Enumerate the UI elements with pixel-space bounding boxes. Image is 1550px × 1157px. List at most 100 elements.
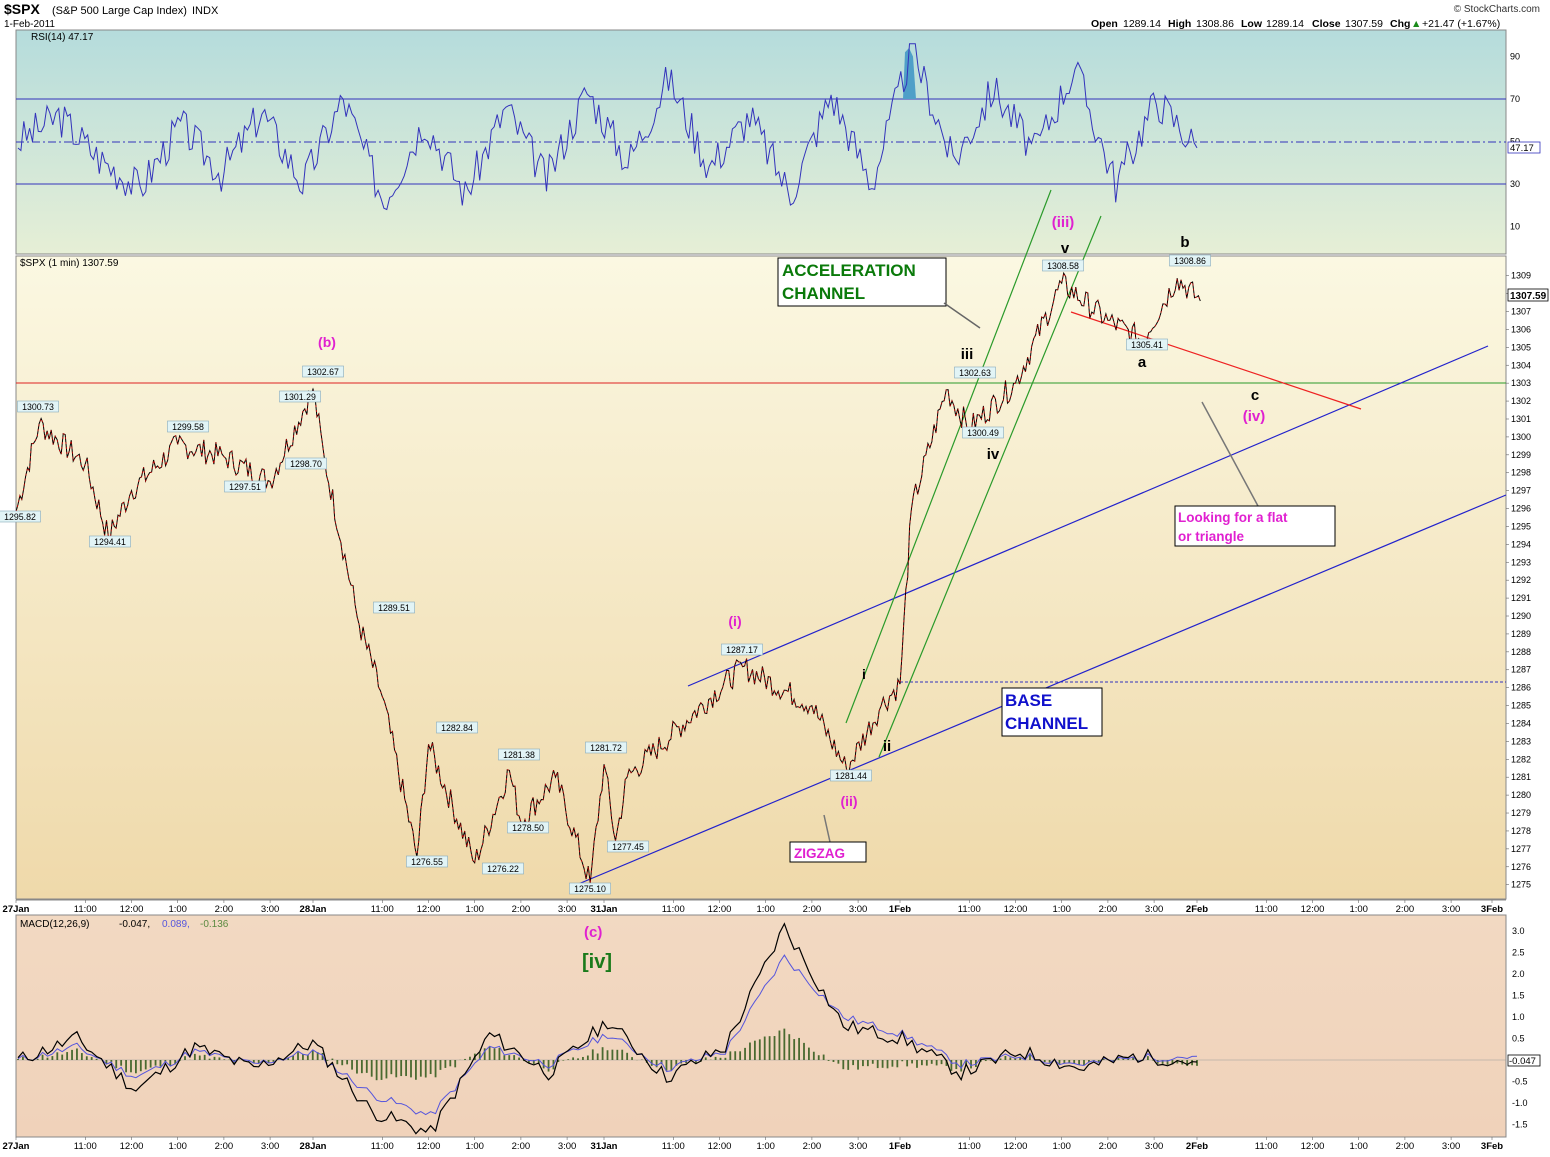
macd-line	[17, 922, 1198, 1135]
macd-hist-bar	[498, 1047, 501, 1060]
symbol-name: (S&P 500 Large Cap Index)	[52, 5, 187, 17]
time-tick-label: 11:00	[662, 904, 685, 915]
time-tick-label: 3:00	[261, 1141, 280, 1152]
price-annotation: 1308.58	[1042, 259, 1084, 272]
rsi-axis: 90 70 50 30 10	[1510, 52, 1520, 232]
macd-hist-bar	[970, 1060, 972, 1069]
macd-hist-bar	[321, 1052, 324, 1060]
price-annotation-text: 1302.63	[959, 368, 991, 378]
price-annotation: 1281.38	[498, 748, 540, 761]
macd-hist-bar	[464, 1058, 466, 1060]
macd-hist-bar	[365, 1060, 368, 1073]
macd-hist-bar	[385, 1060, 388, 1079]
price-axis: 1309130813071306130513041303130213011300…	[1506, 271, 1531, 890]
acceleration-callout: ACCELERATION CHANNEL	[777, 257, 981, 329]
macd-hist-bar	[596, 1053, 599, 1060]
macd-tick-label: 1.5	[1512, 991, 1525, 1001]
macd-hist-bar	[1019, 1056, 1022, 1060]
price-annotation: 1300.73	[17, 400, 59, 413]
time-tick-label: 28Jan	[300, 1141, 327, 1152]
price-tick-label: 1299	[1511, 450, 1531, 460]
macd-hist-bar	[621, 1049, 624, 1060]
time-tick-label: 28Jan	[300, 904, 327, 915]
macd-hist-bar	[753, 1040, 756, 1060]
macd-hist-bar	[911, 1060, 913, 1064]
time-tick-label: 11:00	[662, 1141, 685, 1152]
price-tick-label: 1281	[1511, 772, 1531, 782]
price-annotation-text: 1282.84	[441, 723, 473, 733]
macd-hist-bar	[557, 1060, 560, 1063]
time-tick-label: 3:00	[558, 904, 577, 915]
time-tick-label: 3:00	[261, 904, 280, 915]
price-annotation-text: 1289.51	[378, 603, 410, 613]
macd-value: -0.047,	[119, 919, 150, 930]
macd-tick-label: 1.0	[1512, 1012, 1525, 1022]
macd-hist-bar	[360, 1060, 363, 1074]
macd-hist-bar	[1063, 1060, 1066, 1064]
macd-hist-bar	[36, 1058, 39, 1060]
macd-hist-bar	[822, 1054, 825, 1060]
macd-hist-bar	[763, 1036, 766, 1060]
macd-hist-bar	[90, 1057, 93, 1060]
macd-hist-bar	[862, 1060, 864, 1067]
macd-hist-bar	[405, 1060, 407, 1077]
macd-hist-bar	[857, 1060, 859, 1070]
macd-hist-bar	[483, 1048, 486, 1060]
macd-hist-bar	[1029, 1054, 1031, 1060]
price-current-value: 1307.59	[1510, 291, 1547, 302]
acceleration-callout-line2: CHANNEL	[782, 284, 865, 303]
macd-hist-bar	[110, 1060, 113, 1062]
price-annotation-text: 1298.70	[290, 459, 322, 469]
macd-hist-bar	[1083, 1060, 1085, 1066]
time-tick-label: 12:00	[1004, 1141, 1028, 1152]
time-tick-label: 11:00	[371, 904, 394, 915]
wave-label: (iv)	[1243, 408, 1266, 425]
price-tick-label: 1300	[1511, 432, 1531, 442]
price-tick-label: 1306	[1511, 324, 1531, 334]
brand-logo: © StockCharts.com	[1454, 4, 1540, 15]
macd-hist-bar	[901, 1060, 904, 1062]
price-annotation: 1281.72	[585, 741, 627, 754]
macd-hist-bar	[876, 1060, 879, 1069]
price-annotation-text: 1297.51	[229, 482, 261, 492]
time-tick-label: 11:00	[1255, 1141, 1278, 1152]
macd-hist-bar	[631, 1057, 633, 1060]
macd-hist-bar	[415, 1060, 417, 1080]
macd-hist-bar	[812, 1051, 815, 1060]
price-annotation-text: 1276.55	[411, 857, 443, 867]
macd-hist-bar	[847, 1060, 850, 1070]
price-annotation: 1278.50	[507, 821, 549, 834]
base-callout-line1: BASE	[1005, 691, 1052, 710]
macd-hist-bar	[331, 1058, 334, 1060]
macd-hist-bar	[793, 1039, 796, 1060]
price-annotation: 1282.84	[436, 721, 478, 734]
macd-hist-bar	[808, 1047, 810, 1060]
macd-hist-bar	[144, 1060, 147, 1070]
macd-hist-bar	[46, 1057, 49, 1060]
time-tick-label: 11:00	[371, 1141, 394, 1152]
macd-hist-bar	[272, 1060, 275, 1062]
rsi-current-box	[1507, 141, 1541, 154]
acceleration-callout-line1: ACCELERATION	[782, 261, 916, 280]
price-tick-label: 1280	[1511, 790, 1531, 800]
time-tick-label: 12:00	[1004, 904, 1028, 915]
macd-hist-bar	[174, 1060, 177, 1065]
wave-label: v	[1061, 240, 1070, 257]
macd-hist-bar	[768, 1036, 771, 1060]
macd-hist-bar	[1078, 1060, 1080, 1065]
time-tick-label: 11:00	[74, 904, 97, 915]
macd-hist-bar	[817, 1055, 820, 1060]
rsi-background	[15, 29, 1507, 255]
signal-value: 0.089,	[162, 919, 190, 930]
wave-label: (b)	[318, 334, 336, 350]
macd-hist-bar	[940, 1060, 943, 1065]
macd-hist-bar	[130, 1060, 132, 1073]
macd-hist-bar	[302, 1054, 304, 1060]
price-annotation-text: 1308.86	[1174, 256, 1206, 266]
macd-hist-bar	[1117, 1058, 1120, 1060]
price-tick-label: 1304	[1511, 360, 1531, 370]
macd-hist-bar	[739, 1051, 742, 1060]
time-tick-label: 2Feb	[1186, 1141, 1208, 1152]
macd-hist-bar	[945, 1060, 948, 1066]
